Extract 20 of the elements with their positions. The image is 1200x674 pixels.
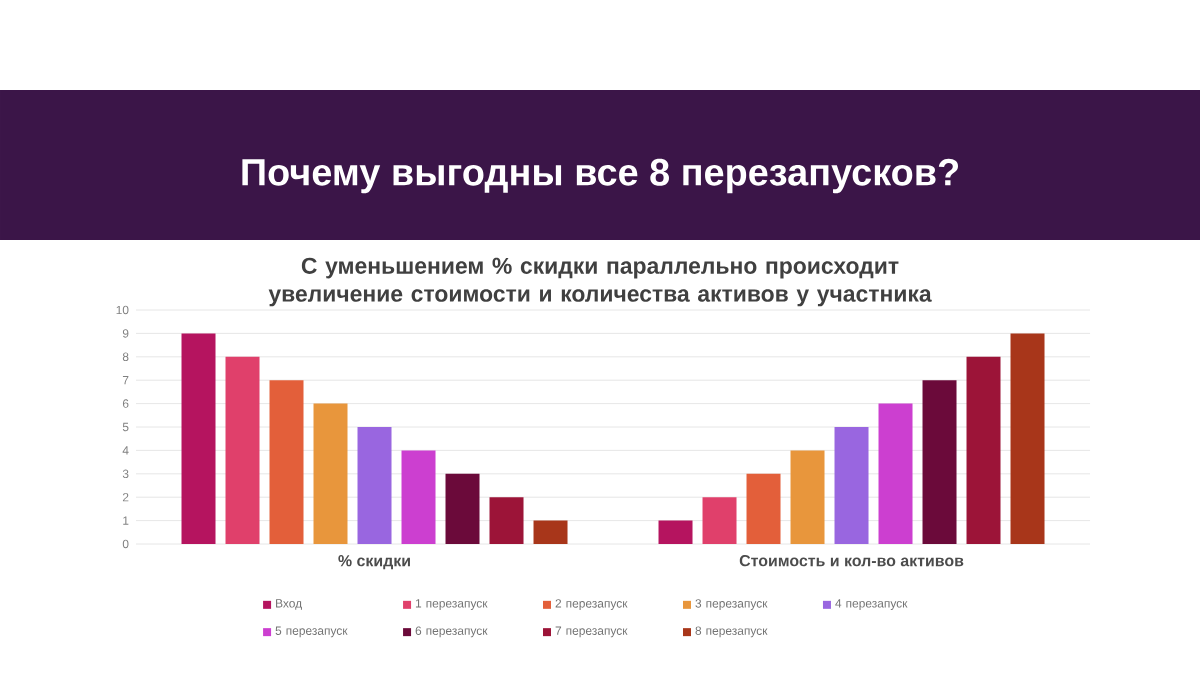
bar bbox=[1010, 333, 1045, 544]
bar bbox=[878, 403, 913, 544]
bar bbox=[702, 497, 737, 544]
chart-title: Почему выгодны все 8 перезапусков? bbox=[242, 158, 958, 194]
bar bbox=[181, 333, 216, 544]
bar bbox=[746, 473, 781, 544]
bar bbox=[269, 380, 304, 544]
bar bbox=[401, 450, 436, 544]
bar bbox=[790, 450, 825, 544]
bar bbox=[834, 427, 869, 544]
bar bbox=[313, 403, 348, 544]
bar bbox=[225, 356, 260, 544]
bar bbox=[966, 356, 1001, 544]
bar bbox=[658, 520, 693, 544]
chart-subtitle: С уменьшением % скидки параллельно происходит увеличение стоимости и количества активов у участника bbox=[268, 257, 932, 307]
bar bbox=[533, 520, 568, 544]
bar bbox=[445, 473, 480, 544]
bar bbox=[357, 427, 392, 544]
bar bbox=[489, 497, 524, 544]
bar bbox=[922, 380, 957, 544]
